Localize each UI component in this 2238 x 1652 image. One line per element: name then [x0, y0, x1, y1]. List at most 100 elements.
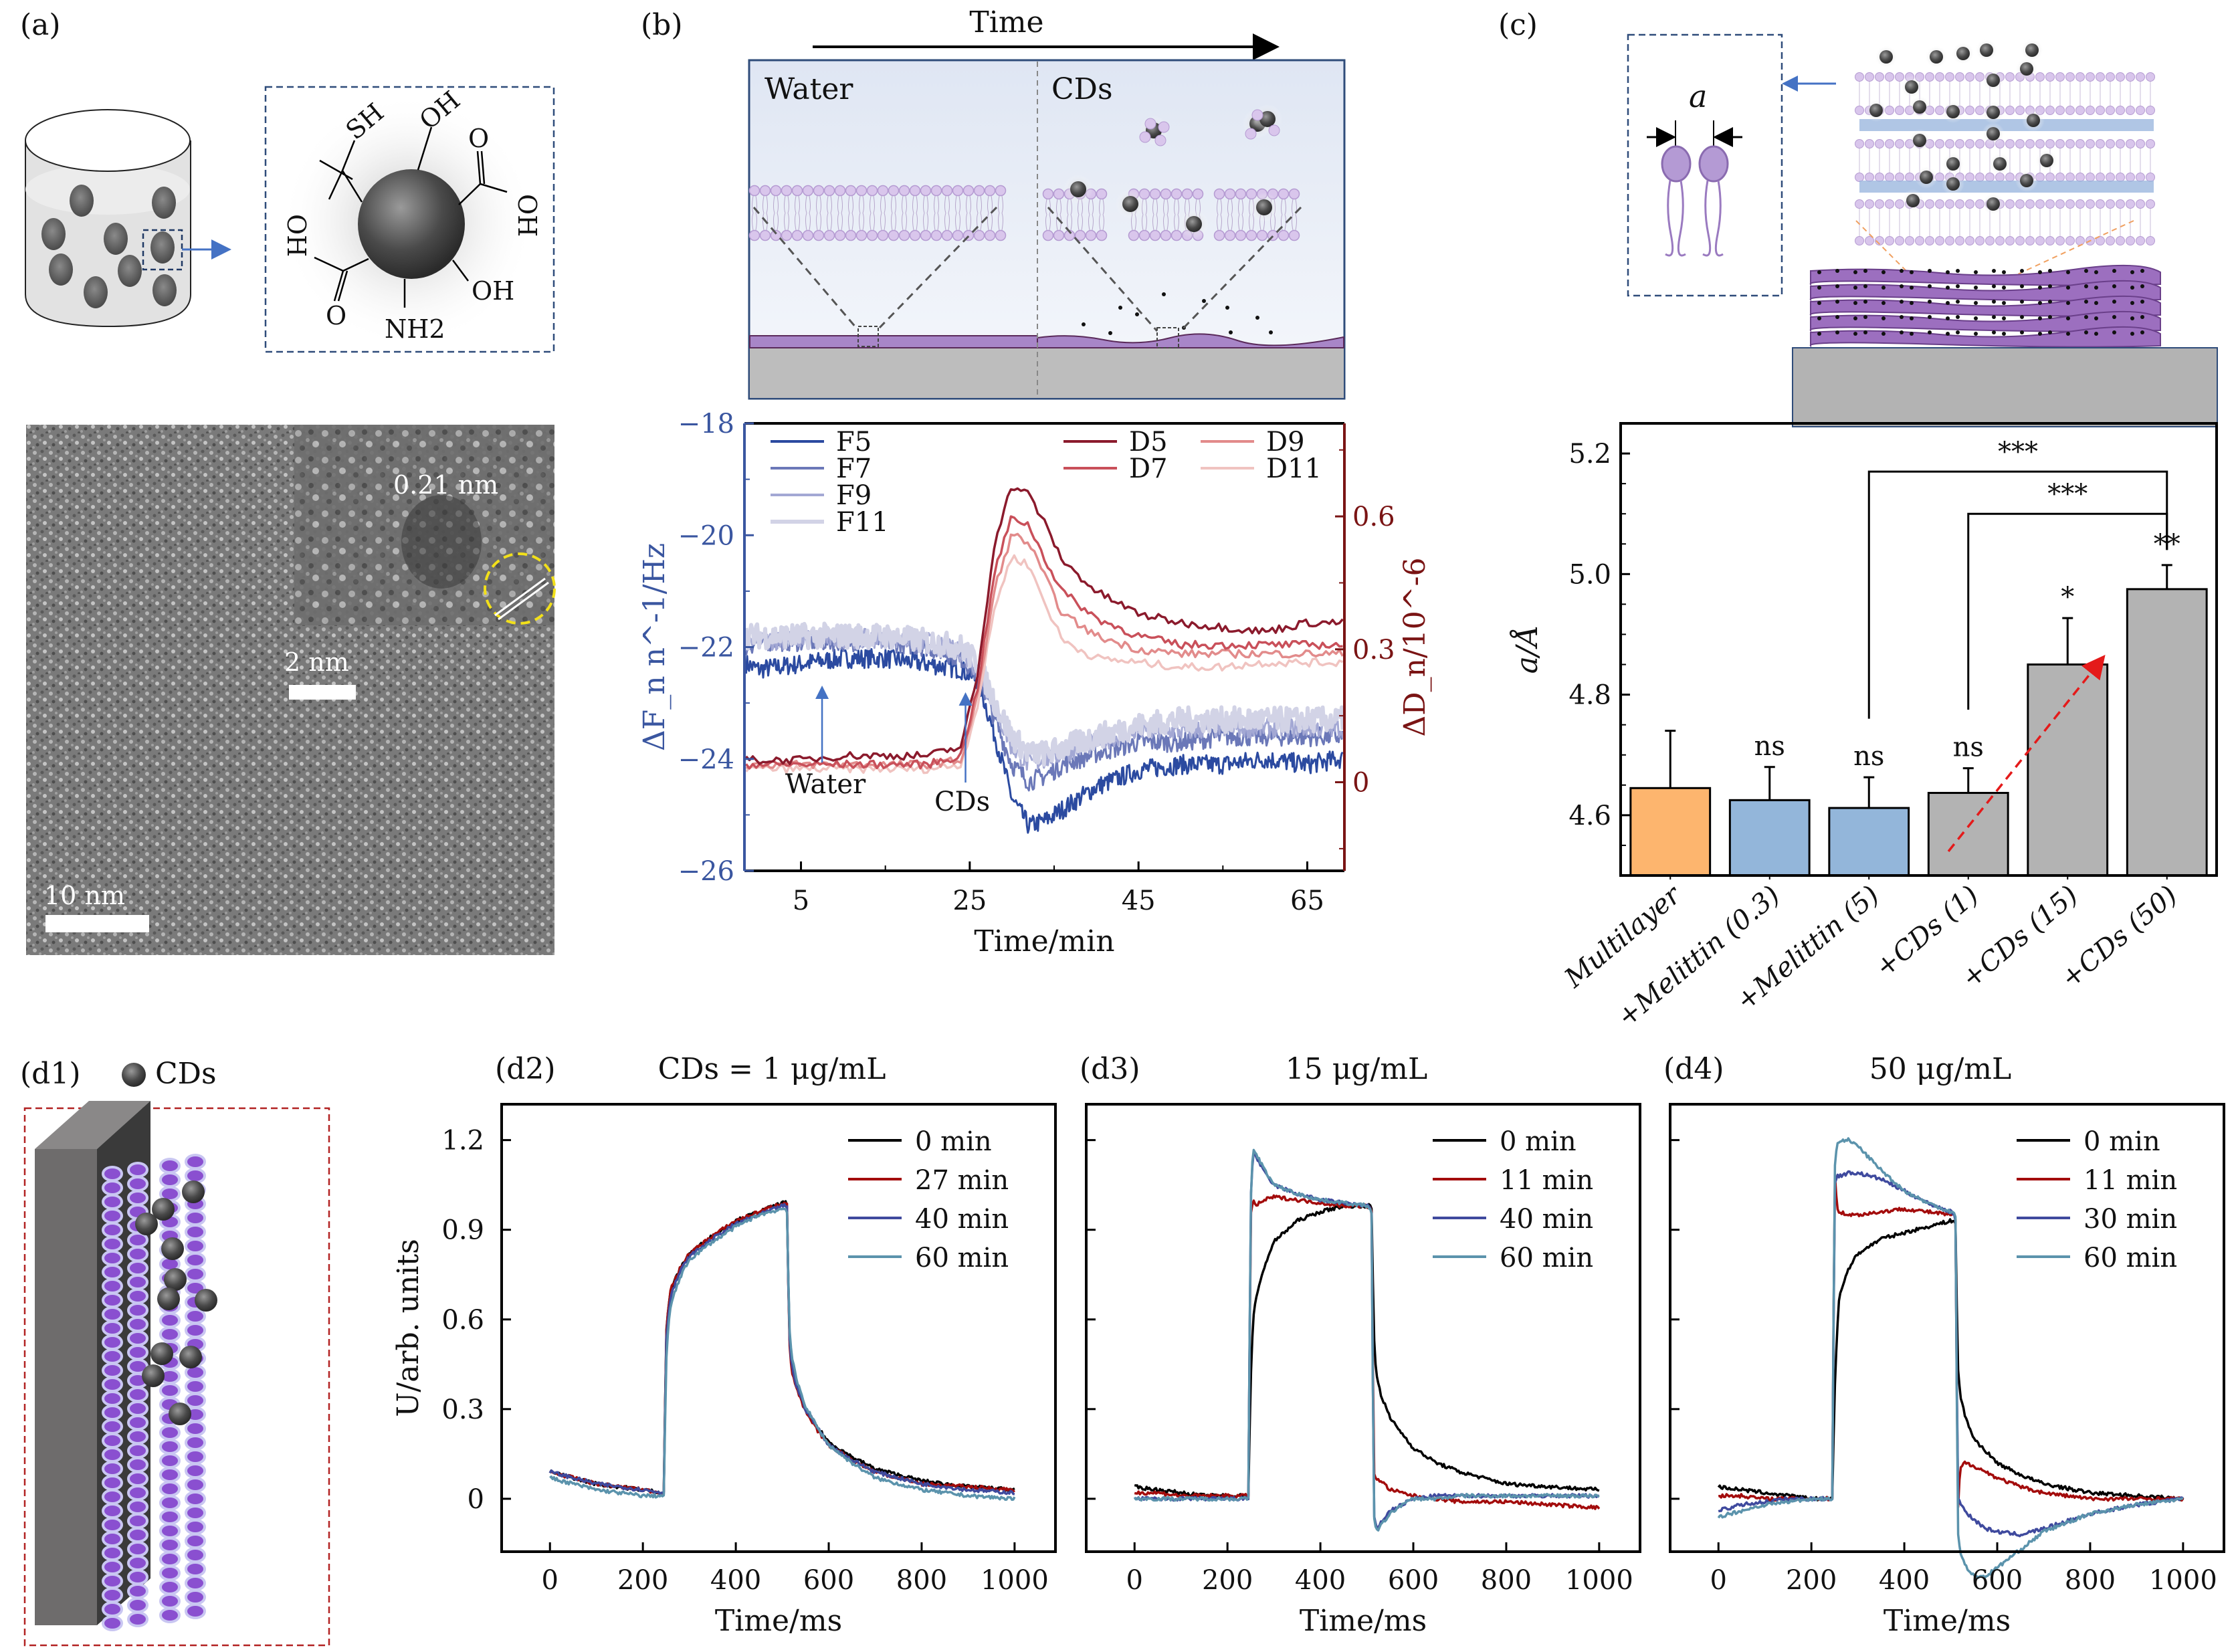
carbon-dot [1987, 106, 2000, 119]
lipid-head [909, 229, 921, 241]
lipid-head [185, 1463, 206, 1479]
lipid-head [2075, 236, 2085, 245]
lipid-head [759, 229, 771, 241]
legend-label: F7 [836, 453, 872, 484]
carbon-dot [164, 1268, 187, 1291]
lipid-tail [966, 195, 971, 231]
y-tick-label: 0.6 [441, 1305, 484, 1336]
cd-particle [2130, 332, 2134, 336]
lipid-spacing-inset: a [1627, 33, 1783, 297]
multilayer-zoom [1855, 39, 2155, 245]
lipid-head [2086, 199, 2095, 209]
lipid-head [159, 1326, 181, 1342]
lipid-head [2025, 199, 2035, 209]
carbon-dot [2020, 174, 2033, 187]
x-tick-label: 600 [1388, 1565, 1439, 1596]
lipid-head [1138, 229, 1150, 241]
lipid-head [2075, 72, 2085, 82]
lipid-head [2035, 72, 2045, 82]
cd-particle [2140, 330, 2144, 334]
lipid-head [1975, 139, 1985, 148]
lipid-head [102, 1264, 123, 1280]
cd-particle [1817, 301, 1821, 305]
lipid-head [102, 1292, 123, 1308]
cd-particle [2084, 300, 2088, 304]
lipid-head [102, 1615, 123, 1631]
legend-label: 0 min [2083, 1126, 2160, 1157]
lipid-head [1278, 188, 1290, 200]
lipid-head [1865, 199, 1874, 209]
lipid-head [1875, 173, 1884, 182]
legend-label: 60 min [1500, 1243, 1593, 1273]
lipid-head [2015, 139, 2025, 148]
carbon-dot [2025, 43, 2039, 57]
lipid-head [1160, 229, 1172, 241]
lipid-head [127, 1386, 148, 1403]
lipid-head [2136, 173, 2145, 182]
cd-particle [1863, 330, 1867, 334]
lipid-head [909, 185, 921, 197]
lipid-head [159, 1425, 181, 1441]
spacing-symbol: a [1689, 78, 1707, 114]
lipid-head [1885, 173, 1894, 182]
significance-label: * [2061, 582, 2074, 613]
lipid-tail [902, 195, 907, 231]
lipid-multilayer-sheet [1809, 326, 2161, 348]
lipid-head [185, 1519, 206, 1535]
cd-particle [1118, 306, 1122, 310]
bar [2126, 588, 2208, 877]
lipid-head [2065, 173, 2075, 182]
cd-particle [2112, 315, 2116, 319]
lipid-tail [870, 195, 875, 231]
y-tick-label: −18 [678, 409, 734, 439]
lipid-head [127, 1176, 148, 1192]
lipid-head [984, 229, 996, 241]
lipid-head [2096, 173, 2105, 182]
lipid-head [2055, 106, 2065, 115]
series-d5 [745, 487, 1344, 765]
lipid-head [2005, 236, 2015, 245]
electrode-bilayer-model [23, 1101, 330, 1647]
series-60-min [1133, 1148, 1600, 1532]
lipid-head [877, 185, 889, 197]
cd-particle [2130, 301, 2134, 305]
lipid-tail [955, 195, 960, 231]
cd-particle [1910, 270, 1914, 274]
lipid-head [127, 1569, 148, 1585]
lipid-head [2015, 106, 2025, 115]
lipid-head [1935, 236, 1944, 245]
lipid-tail [1163, 199, 1168, 231]
cd-particle [1817, 332, 1821, 336]
carbon-dot [2020, 62, 2033, 76]
chart-d2: 0 200 400 600 800 1000 0 0.3 0.6 0.9 1.2 Time/ms U/a… [391, 1052, 1057, 1638]
lipid-head [102, 1334, 123, 1350]
x-tick-label: 25 [952, 886, 987, 916]
cd-particle [2048, 315, 2052, 319]
cd-particle [2094, 301, 2098, 305]
lipid-multilayer-sheet [1809, 264, 2161, 286]
carbon-dot [1987, 127, 2000, 140]
series-d9 [746, 532, 1344, 770]
lipid-head [759, 185, 771, 197]
lipid-head [930, 229, 942, 241]
lipid-head [1865, 236, 1874, 245]
cd-particle [1900, 315, 1904, 319]
lipid-head [185, 1491, 206, 1507]
main-scale-label: 10 nm [44, 881, 125, 910]
lipid-head [920, 229, 932, 241]
lipid-head [1171, 229, 1183, 241]
lipid-head [102, 1405, 123, 1421]
y-right-tick-label: 0.3 [1352, 635, 1395, 665]
cd-particle [1863, 269, 1867, 273]
lipid-head [1955, 199, 1964, 209]
cd-particle [2084, 315, 2088, 319]
lipid-head [2055, 199, 2065, 209]
lipid-head [995, 229, 1007, 241]
lipid-head [102, 1531, 123, 1547]
group-nh2: NH2 [385, 314, 445, 344]
cd-particle [1900, 330, 1904, 334]
lipid-head [2065, 199, 2075, 209]
y-right-tick-label: 0.6 [1352, 502, 1395, 532]
y-tick-label: 0.3 [441, 1395, 484, 1425]
lipid-head [102, 1545, 123, 1561]
